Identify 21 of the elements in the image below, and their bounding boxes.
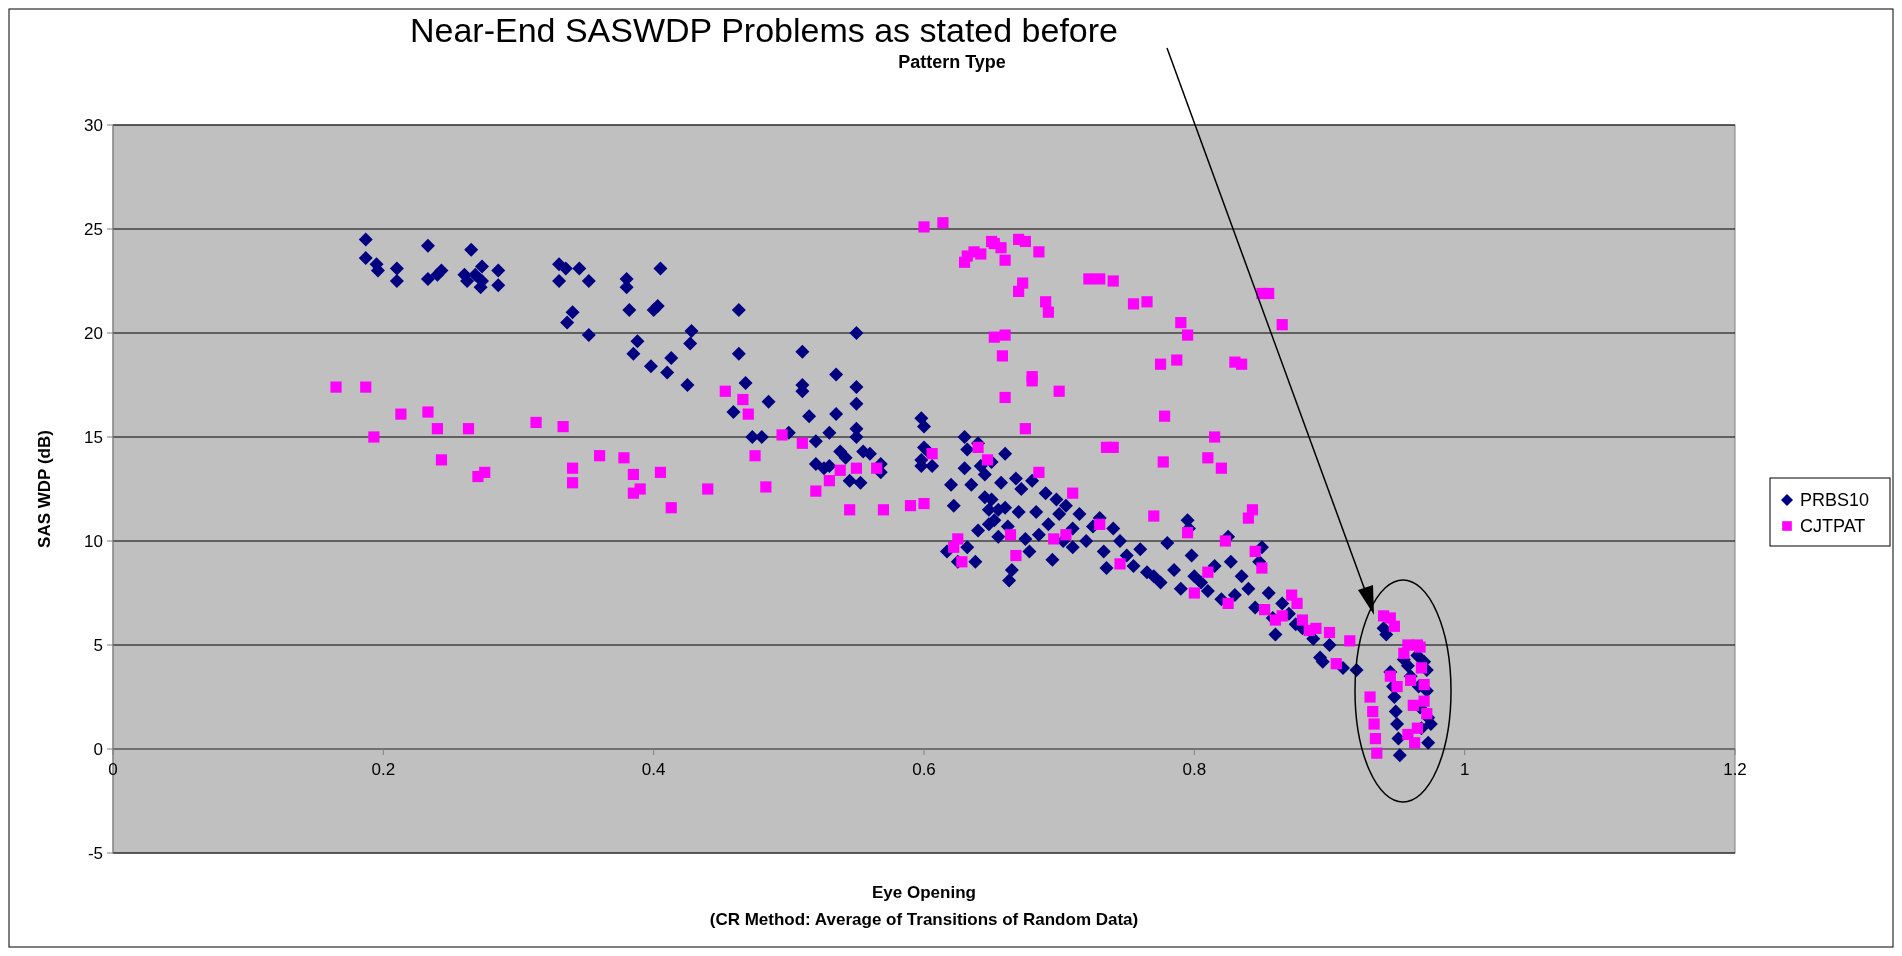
x-tick-label: 0.2 [371, 760, 396, 779]
text: Pattern Type [898, 52, 1006, 72]
x-tick-label: 0.4 [641, 760, 666, 779]
x-tick-label: 1 [1459, 760, 1470, 779]
x-axis-title: Eye Opening (CR Method: Average of Transitions of Random Data) [709, 883, 1139, 929]
y-axis-title: SAS WDP (dB) [35, 430, 54, 548]
chart-title: Near-End SASWDP Problems as stated before [409, 11, 1119, 49]
y-tick-label: 25 [84, 219, 103, 239]
y-tick-label: 30 [84, 115, 103, 135]
x-tick-label: 0.6 [912, 760, 936, 779]
legend-label: CJTPAT [1800, 516, 1866, 537]
y-tick-label: 5 [93, 635, 103, 655]
y-tick-label: 0 [93, 739, 103, 759]
x-tick-label: 1.2 [1723, 760, 1747, 779]
x-tick-label: 0.8 [1182, 760, 1207, 779]
y-tick-label: 20 [84, 323, 103, 343]
y-tick-label: 15 [84, 427, 103, 447]
x-tick-label: 0 [108, 760, 118, 779]
legend-label: PRBS10 [1800, 490, 1870, 511]
y-tick-label: 10 [84, 531, 103, 551]
y-tick-label: -5 [87, 843, 103, 863]
